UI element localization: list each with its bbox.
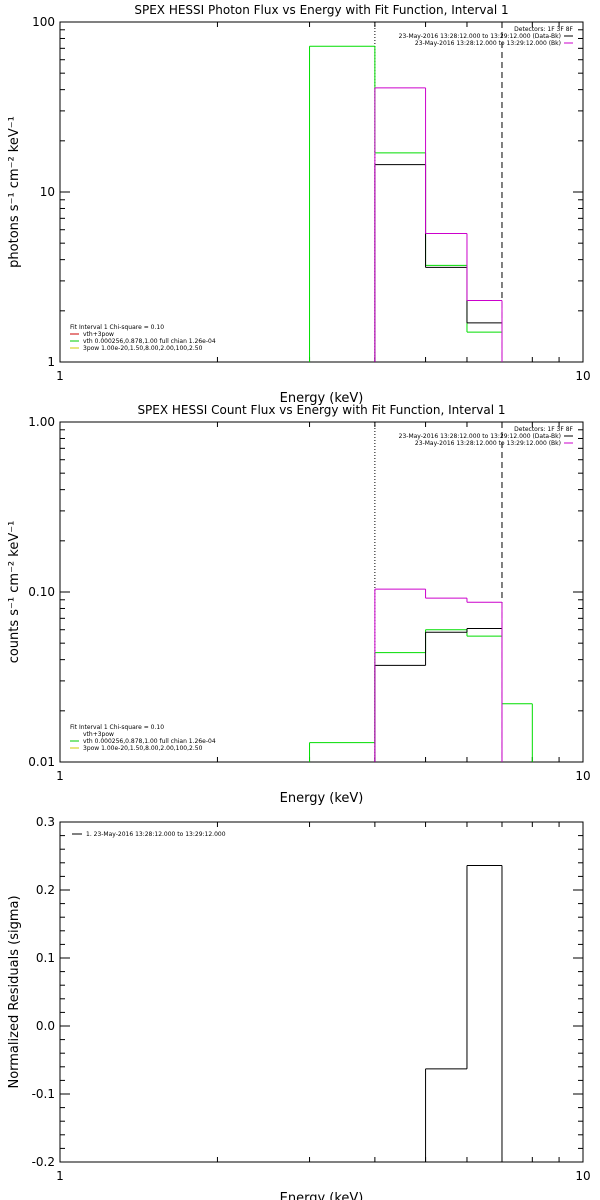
x-tick-label: 1 xyxy=(56,769,64,783)
x-tick-label: 10 xyxy=(575,769,590,783)
panel-2: SPEX HESSI Count Flux vs Energy with Fit… xyxy=(7,403,591,806)
panel-3: 1 10 Energy (keV) -0.2 -0.1 0.0 0.1 0.2 0.3 Norma… xyxy=(7,815,591,1200)
plot-frame xyxy=(59,21,584,363)
y-tick-label: 1 xyxy=(47,355,55,369)
residual-legend-entry: 1. 23-May-2016 13:28:12.000 to 13:29:12.… xyxy=(86,831,226,838)
data-legend-entry: 23-May-2016 13:28:12.000 to 13:29:12.000… xyxy=(399,33,561,40)
y-tick-label: -0.1 xyxy=(32,1087,55,1101)
fit-legend-entry: Fit Interval 1 Chi-square = 0.10 xyxy=(70,324,164,331)
series-3 xyxy=(374,87,503,362)
y-tick-label: 0.1 xyxy=(36,951,55,965)
y-axis-label: counts s⁻¹ cm⁻² keV⁻¹ xyxy=(7,521,22,664)
fit-legend-entry: 3pow 1.00e-20,1.50,8.00,2.00,100,2.50 xyxy=(83,345,203,352)
y-tick-label: 0.2 xyxy=(36,883,55,897)
data-legend-entry: 23-May-2016 13:28:12.000 to 13:29:12.000… xyxy=(415,440,561,447)
panel-1: SPEX HESSI Photon Flux vs Energy with Fi… xyxy=(7,3,591,406)
series-1 xyxy=(309,629,533,762)
x-tick-label: 1 xyxy=(56,1169,64,1183)
y-tick-label: -0.2 xyxy=(32,1155,55,1169)
x-tick-label: 10 xyxy=(575,369,590,383)
x-axis-label: Energy (keV) xyxy=(280,791,364,806)
data-legend-entry: 23-May-2016 13:28:12.000 to 13:29:12.000… xyxy=(415,40,561,47)
y-tick-label: 0.3 xyxy=(36,815,55,829)
y-tick-label: 0.10 xyxy=(28,585,55,599)
fit-legend-entry: vth 0.000256,0.878,1.00 full chian 1.26e… xyxy=(83,338,216,345)
fit-legend-entry: vth+3pow xyxy=(83,331,114,338)
fit-legend-entry: vth+3pow xyxy=(83,731,114,738)
x-tick-label: 1 xyxy=(56,369,64,383)
series-1 xyxy=(425,865,503,1162)
x-tick-label: 10 xyxy=(575,1169,590,1183)
fit-legend-entry: 3pow 1.00e-20,1.50,8.00,2.00,100,2.50 xyxy=(83,745,203,752)
y-axis-label: Normalized Residuals (sigma) xyxy=(7,895,22,1088)
y-axis-label: photons s⁻¹ cm⁻² keV⁻¹ xyxy=(7,116,22,268)
series-3 xyxy=(374,588,503,762)
fit-legend-entry: vth 0.000256,0.878,1.00 full chian 1.26e… xyxy=(83,738,216,745)
plot-frame xyxy=(59,821,584,1163)
series-1 xyxy=(309,45,503,362)
chart-title: SPEX HESSI Count Flux vs Energy with Fit… xyxy=(137,403,505,417)
detectors-label: Detectors: 1F 3F 8F xyxy=(514,426,573,433)
y-tick-label: 0.01 xyxy=(28,755,55,769)
y-tick-label: 100 xyxy=(32,15,55,29)
y-tick-label: 1.00 xyxy=(28,415,55,429)
data-legend-entry: 23-May-2016 13:28:12.000 to 13:29:12.000… xyxy=(399,433,561,440)
x-axis-label: Energy (keV) xyxy=(280,1191,364,1200)
series-2 xyxy=(374,627,503,762)
y-tick-label: 10 xyxy=(40,185,55,199)
x-axis-label: Energy (keV) xyxy=(280,391,364,406)
chart-title: SPEX HESSI Photon Flux vs Energy with Fi… xyxy=(134,3,508,17)
fit-legend-entry: Fit Interval 1 Chi-square = 0.10 xyxy=(70,724,164,731)
y-tick-label: 0.0 xyxy=(36,1019,55,1033)
plot-frame xyxy=(59,421,584,763)
detectors-label: Detectors: 1F 3F 8F xyxy=(514,26,573,33)
